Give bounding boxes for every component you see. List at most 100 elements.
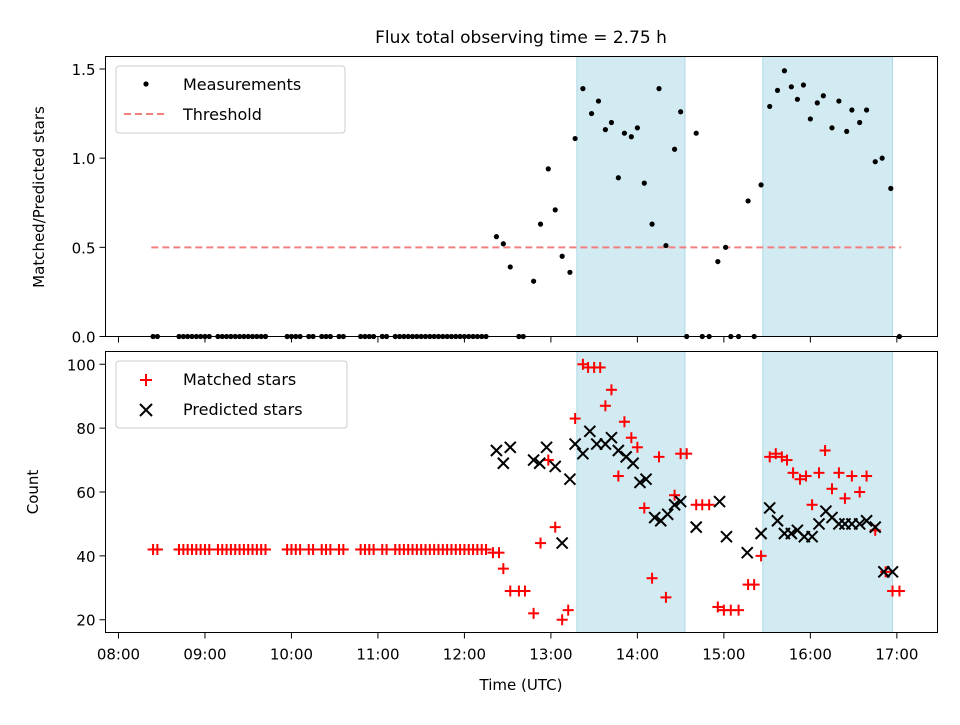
matched-star-marker <box>562 604 574 616</box>
top-axes: 0.0 0.5 1.0 1.5 Matched/Predicted stars Mea… <box>30 56 938 347</box>
predicted-star-marker <box>720 530 733 543</box>
measurement-point <box>758 182 764 188</box>
matched-star-marker <box>787 467 799 479</box>
matched-star-marker <box>854 486 866 498</box>
top-shaded-regions <box>576 56 894 337</box>
predicted-star-marker <box>576 447 590 460</box>
matched-star-marker <box>625 432 637 444</box>
matched-star-marker <box>794 473 806 485</box>
bottom-axes: 20 40 60 80 100 08:00 09:00 10:00 11:00 12:00 13:… <box>24 351 938 694</box>
matched-star-marker <box>605 384 617 396</box>
predicted-star-marker <box>583 425 597 438</box>
predicted-star-marker <box>540 441 553 454</box>
predicted-star-marker <box>668 498 681 511</box>
matched-star-marker <box>497 563 509 575</box>
matched-star-marker <box>535 537 547 549</box>
y-tick-label: 40 <box>76 548 95 566</box>
y-tick-label: 100 <box>67 356 96 374</box>
bottom-legend: Matched stars Predicted stars <box>115 360 348 429</box>
matched-star-marker <box>612 470 624 482</box>
y-tick-label: 20 <box>76 612 95 630</box>
measurement-point <box>814 100 820 106</box>
predicted-star-marker <box>886 565 899 579</box>
matched-star-marker <box>480 543 492 555</box>
measurement-point <box>656 86 662 92</box>
predicted-star-marker <box>763 501 776 515</box>
y-tick-label: 0.0 <box>72 329 96 347</box>
matched-star-markers <box>147 358 905 626</box>
predicted-star-marker <box>812 517 826 531</box>
matched-star-marker <box>528 607 540 619</box>
matched-star-marker <box>669 489 681 501</box>
matched-star-marker <box>493 547 505 559</box>
observing-window-shade <box>576 56 686 337</box>
measurement-point <box>602 127 608 133</box>
predicted-star-marker <box>648 511 661 524</box>
y-tick-label: 1.0 <box>72 150 96 168</box>
matched-star-marker <box>764 451 776 463</box>
matched-star-marker <box>151 543 163 555</box>
x-tick-label: 15:00 <box>702 646 745 664</box>
measurement-point <box>767 103 773 110</box>
matched-star-marker <box>594 361 606 373</box>
predicted-star-marker <box>633 476 647 489</box>
matched-star-marker <box>733 604 745 616</box>
predicted-star-marker <box>549 460 562 473</box>
measurement-point <box>693 130 699 136</box>
measurement-point <box>552 207 558 213</box>
matched-star-marker <box>519 585 531 597</box>
measurement-point <box>500 241 506 247</box>
predicted-star-marker <box>661 508 674 521</box>
predicted-star-marker <box>805 530 819 543</box>
predicted-star-marker <box>869 520 882 534</box>
x-tick-label: 09:00 <box>183 646 226 664</box>
x-tick-label: 13:00 <box>529 646 572 664</box>
measurement-point <box>800 82 807 88</box>
matched-star-marker <box>260 543 271 555</box>
measurement-point <box>829 125 835 131</box>
predicted-star-marker <box>860 514 873 527</box>
matched-star-marker <box>646 572 658 584</box>
measurement-point <box>580 86 586 92</box>
measurement-point <box>849 107 855 113</box>
x-tick-label: 10:00 <box>270 646 313 664</box>
matched-star-marker <box>880 566 892 578</box>
predicted-star-marker <box>853 517 866 531</box>
bottom-y-ticks: 20 40 60 80 100 <box>67 356 106 630</box>
bottom-y-axis-label: Count <box>24 470 42 515</box>
matched-star-marker <box>569 413 581 425</box>
matched-star-marker <box>800 470 812 482</box>
matched-star-marker <box>703 499 715 511</box>
measurement-point <box>493 234 500 240</box>
predicted-star-marker <box>568 437 582 451</box>
predicted-star-markers <box>490 425 899 579</box>
measurement-point <box>649 221 655 227</box>
measurement-point <box>872 159 878 165</box>
x-tick-label: 08:00 <box>97 646 140 664</box>
measurement-point <box>507 264 513 270</box>
legend-threshold-label: Threshold <box>182 105 262 124</box>
top-legend: Measurements Threshold <box>115 65 346 134</box>
predicted-star-marker <box>674 495 687 508</box>
matched-star-marker <box>819 444 831 456</box>
measurement-point <box>863 107 870 113</box>
x-tick-label: 16:00 <box>789 646 832 664</box>
matched-star-marker <box>599 400 611 412</box>
predicted-star-marker <box>504 441 517 454</box>
matched-star-marker <box>542 454 554 466</box>
measurement-point <box>641 180 647 186</box>
predicted-star-marker <box>689 520 703 534</box>
measurement-point <box>807 116 813 122</box>
measurement-point <box>794 96 800 102</box>
chart-title: Flux total observing time = 2.75 h <box>375 28 667 48</box>
measurement-point <box>634 125 640 131</box>
y-tick-label: 1.5 <box>72 61 96 79</box>
measurement-point <box>628 134 634 140</box>
measurement-point <box>857 119 863 126</box>
x-tick-label: 12:00 <box>443 646 486 664</box>
x-tick-label: 17:00 <box>875 646 918 664</box>
legend-plus-icon <box>140 374 152 386</box>
predicted-star-marker <box>713 495 726 508</box>
measurement-point <box>774 87 781 93</box>
